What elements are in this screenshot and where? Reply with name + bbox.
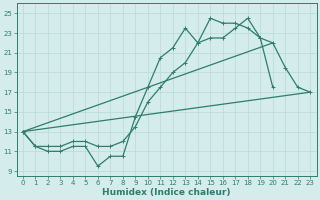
X-axis label: Humidex (Indice chaleur): Humidex (Indice chaleur) [102,188,231,197]
